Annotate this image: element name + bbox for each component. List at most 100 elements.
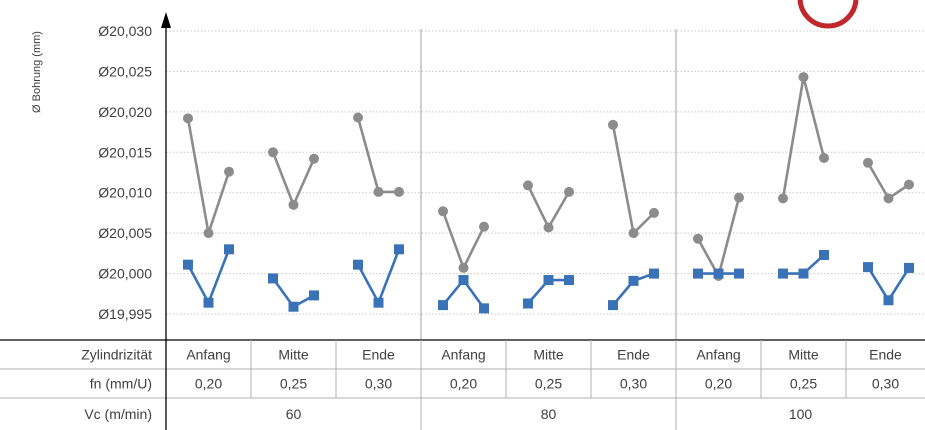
data-point-circle xyxy=(438,206,448,217)
data-point-square xyxy=(734,268,744,279)
table-cell: Mitte xyxy=(278,347,309,363)
grid-lines xyxy=(166,30,925,315)
data-point-square xyxy=(224,244,234,255)
table-cell: 0,25 xyxy=(280,376,307,392)
data-point-square xyxy=(353,259,363,270)
data-point-circle xyxy=(543,222,554,233)
table-cell: Mitte xyxy=(533,347,564,363)
table-cell: 0,20 xyxy=(705,376,732,392)
table-cell: Ende xyxy=(617,347,650,363)
table-row-label: Zylindrizität xyxy=(81,347,152,363)
y-axis-label: Ø Bohrung (mm) xyxy=(31,31,43,113)
table-cell: 0,30 xyxy=(620,376,647,392)
table-cell: Ende xyxy=(869,347,902,363)
data-point-circle xyxy=(183,113,193,124)
data-point-square xyxy=(628,275,639,286)
data-point-square xyxy=(288,301,299,312)
data-point-circle xyxy=(778,193,788,204)
y-axis xyxy=(161,12,171,340)
data-point-circle xyxy=(203,228,214,239)
table-row-label: fn (mm/U) xyxy=(90,376,152,392)
data-point-square xyxy=(203,297,214,308)
data-point-circle xyxy=(863,157,873,168)
table-cell: 0,20 xyxy=(450,376,477,392)
table-cell: Mitte xyxy=(788,347,819,363)
data-point-square xyxy=(608,300,618,311)
y-tick-label: Ø20,030 xyxy=(98,23,152,39)
data-point-square xyxy=(904,262,914,273)
table-cell: 0,30 xyxy=(365,376,392,392)
data-point-square xyxy=(713,268,724,279)
group-dividers xyxy=(420,29,677,340)
series-line xyxy=(611,124,655,235)
data-point-circle xyxy=(649,207,659,218)
data-point-circle xyxy=(224,166,234,177)
data-point-circle xyxy=(564,186,574,197)
data-point-square xyxy=(309,290,319,301)
data-point-circle xyxy=(523,180,533,191)
y-tick-label: Ø20,025 xyxy=(98,63,152,79)
data-point-circle xyxy=(904,179,914,190)
table-group-cell: 100 xyxy=(789,406,813,422)
data-point-circle xyxy=(394,186,404,197)
data-point-circle xyxy=(628,228,639,239)
table-row-label: Vc (m/min) xyxy=(84,406,152,422)
data-point-square xyxy=(798,268,809,279)
data-point-square xyxy=(863,262,873,273)
series-line xyxy=(781,75,826,199)
table-cell: Ende xyxy=(362,347,395,363)
y-tick-label: Ø20,010 xyxy=(98,185,152,201)
data-point-square xyxy=(183,259,193,270)
data-point-square xyxy=(373,297,384,308)
data-point-square xyxy=(564,275,574,286)
table-cell: Anfang xyxy=(696,347,740,363)
data-point-square xyxy=(883,295,894,306)
data-point-circle xyxy=(458,262,469,273)
data-point-square xyxy=(458,275,469,286)
series-line xyxy=(186,118,231,235)
y-tick-label: Ø20,000 xyxy=(98,266,152,282)
data-point-circle xyxy=(288,199,299,210)
y-tick-label: Ø19,995 xyxy=(98,306,152,322)
data-point-circle xyxy=(373,186,384,197)
table-cell: Anfang xyxy=(441,347,485,363)
series-line xyxy=(356,117,399,194)
y-tick-labels: Ø20,030 Ø20,025 Ø20,020 Ø20,015 Ø20,010 Ø20,0… xyxy=(98,23,152,322)
data-point-circle xyxy=(883,193,894,204)
data-point-square xyxy=(438,300,448,311)
data-point-circle xyxy=(693,233,703,244)
table-group-cell: 60 xyxy=(286,406,302,422)
data-point-circle xyxy=(798,72,809,83)
y-tick-label: Ø20,005 xyxy=(98,225,152,241)
data-point-circle xyxy=(353,112,363,123)
data-point-circle xyxy=(479,221,489,232)
data-point-square xyxy=(819,249,829,260)
table-cell: 0,25 xyxy=(790,376,817,392)
data-point-square xyxy=(479,303,489,314)
table-cell: 0,20 xyxy=(195,376,222,392)
logo-arc xyxy=(797,0,859,29)
table-cell: 0,30 xyxy=(872,376,899,392)
series-line xyxy=(696,197,741,278)
y-tick-label: Ø20,020 xyxy=(98,104,152,120)
y-tick-label: Ø20,015 xyxy=(98,144,152,160)
data-point-square xyxy=(649,268,659,279)
series-line xyxy=(271,151,316,207)
y-axis-arrow xyxy=(161,12,171,28)
data-point-square xyxy=(523,298,533,309)
data-point-square xyxy=(778,268,788,279)
series-line xyxy=(526,184,571,229)
logo-arc-shape xyxy=(797,0,859,29)
series-line xyxy=(441,210,486,270)
series-line xyxy=(356,248,401,304)
parameter-table: Zylindrizität Anfang Mitte Ende Anfang Mitte E… xyxy=(0,339,925,430)
data-point-square xyxy=(394,244,404,255)
table-cell: Anfang xyxy=(186,347,230,363)
data-point-circle xyxy=(819,152,829,163)
series-line xyxy=(186,248,231,304)
data-point-circle xyxy=(268,147,278,158)
data-point-square xyxy=(268,273,278,284)
data-point-circle xyxy=(734,192,744,203)
data-point-square xyxy=(543,275,554,286)
